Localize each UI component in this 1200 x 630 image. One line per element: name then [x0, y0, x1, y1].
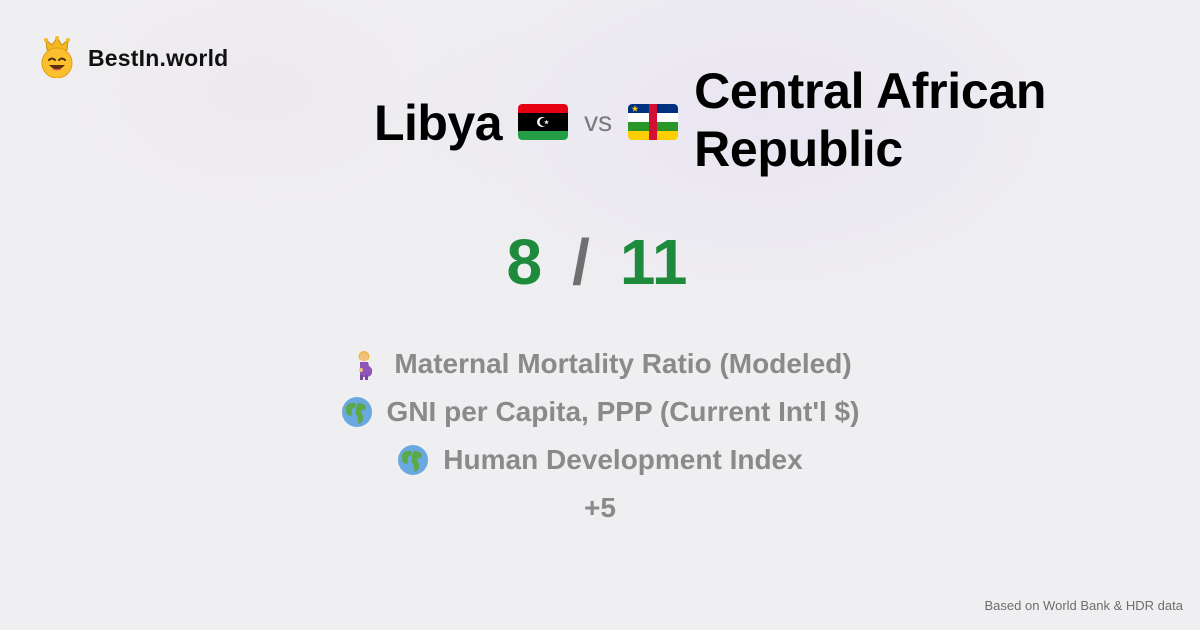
- metric-label: Maternal Mortality Ratio (Modeled): [394, 348, 852, 379]
- pregnant-woman-icon: [358, 351, 373, 380]
- vs-label: vs: [584, 106, 613, 137]
- brand[interactable]: BestIn.world: [38, 36, 228, 78]
- country-b-name: Central African Republic: [694, 63, 1047, 177]
- metric-label: GNI per Capita, PPP (Current Int'l $): [386, 396, 860, 427]
- central-african-republic-flag-icon: [628, 104, 679, 140]
- globe-icon: [398, 445, 429, 475]
- score-country-b: 11: [619, 226, 688, 298]
- metric-item: Human Development Index: [397, 436, 803, 484]
- metric-label: Human Development Index: [443, 444, 803, 475]
- data-source-note: Based on World Bank & HDR data: [984, 598, 1183, 613]
- libya-flag-icon: [518, 104, 569, 140]
- crowned-smiley-icon: [41, 36, 73, 78]
- country-a-name: Libya: [374, 95, 503, 151]
- more-metrics-count[interactable]: +5: [584, 492, 616, 523]
- score-separator: /: [572, 226, 590, 298]
- score: 8 / 11: [0, 222, 1200, 302]
- comparison-title: Libya vs Central African Republic: [374, 62, 1074, 178]
- metric-item: Maternal Mortality Ratio (Modeled): [348, 340, 852, 388]
- metrics-list: Maternal Mortality Ratio (Modeled) GNI p…: [0, 340, 1200, 532]
- globe-icon: [341, 397, 372, 427]
- score-country-a: 8: [506, 226, 543, 298]
- metric-item: GNI per Capita, PPP (Current Int'l $): [341, 388, 860, 436]
- brand-name: BestIn.world: [88, 44, 229, 71]
